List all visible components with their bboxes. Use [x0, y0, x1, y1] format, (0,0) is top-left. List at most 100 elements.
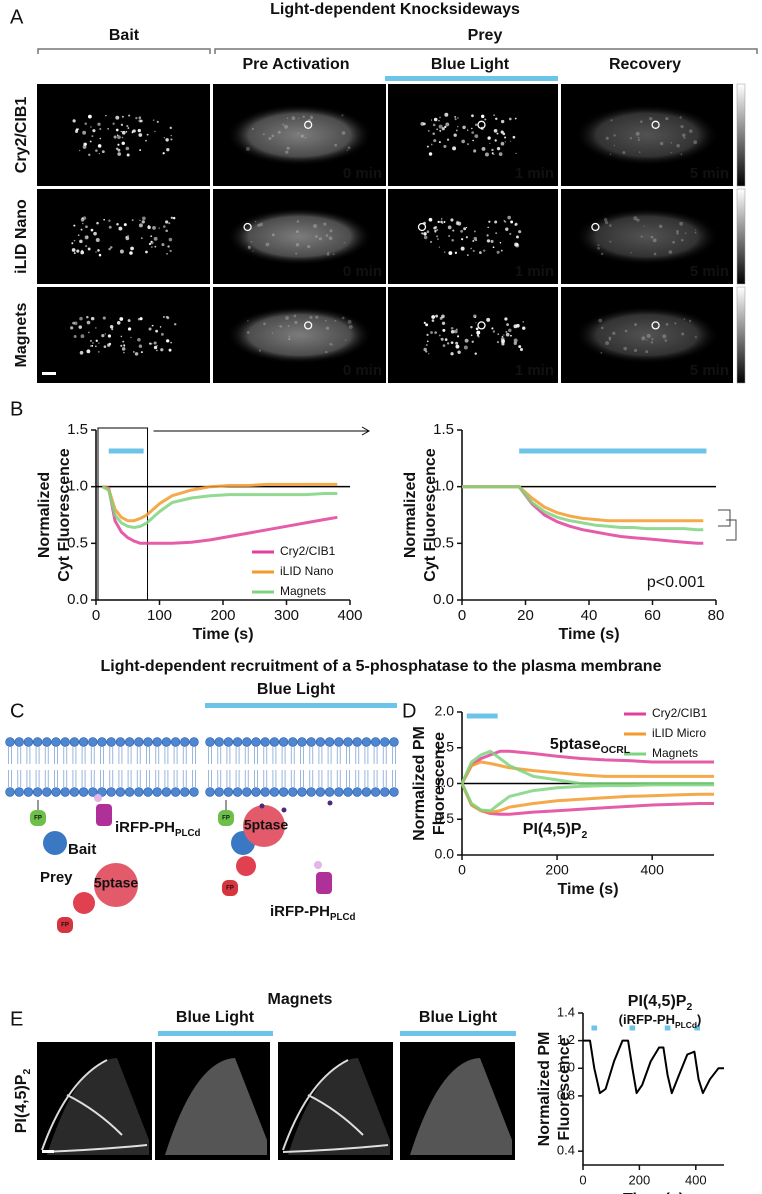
lipid-head [297, 737, 307, 747]
roi-marker [477, 120, 486, 129]
speckle [116, 321, 121, 325]
speckle [121, 115, 124, 118]
speckle [80, 334, 85, 339]
speckle [91, 344, 94, 347]
speckle [454, 118, 457, 121]
lipid-head [78, 737, 89, 747]
speckle [510, 334, 512, 337]
x-tick-label: 0 [92, 607, 100, 624]
enzyme [94, 863, 138, 907]
speckle [651, 338, 654, 341]
speckle [152, 119, 155, 122]
speckle [450, 341, 454, 345]
speckle [437, 238, 439, 240]
subscript: 2 [22, 1069, 33, 1075]
speckle [115, 128, 119, 132]
speckle [80, 228, 83, 231]
speckle [139, 317, 143, 321]
speckle [672, 240, 675, 244]
speckle [151, 325, 153, 327]
speckle [518, 345, 522, 349]
speckle [695, 229, 697, 231]
speckle [659, 141, 664, 146]
lipid-head [205, 737, 215, 747]
speckle [156, 345, 158, 347]
speckle [443, 144, 447, 148]
speckle [271, 134, 275, 138]
lipid-head [69, 737, 80, 747]
speckle [263, 322, 266, 326]
speckle [73, 321, 78, 325]
cell-interior [410, 1058, 512, 1155]
speckle [471, 127, 473, 130]
speckle [492, 330, 496, 333]
speckle [108, 342, 112, 346]
speckle [295, 230, 299, 233]
speckle [442, 328, 446, 332]
lipid-head [242, 787, 252, 797]
speckle [103, 345, 107, 348]
speckle [155, 329, 159, 333]
speckle [79, 316, 83, 321]
speckle [434, 331, 438, 334]
speckle [131, 219, 134, 222]
lipid-head [315, 787, 326, 797]
speckle [156, 349, 158, 352]
speckle [293, 314, 297, 318]
speckle [471, 114, 474, 118]
series-line [101, 485, 338, 529]
lipid-head [170, 737, 181, 747]
speckle [327, 251, 329, 254]
colorbar [736, 286, 746, 384]
lipid-head [334, 787, 344, 797]
x-tick-label: 60 [644, 607, 661, 624]
speckle [84, 235, 89, 240]
speckle [665, 322, 669, 326]
lipid-head [214, 737, 224, 747]
speckle [676, 232, 679, 235]
speckle [85, 225, 88, 229]
speckle [311, 117, 313, 120]
speckle [129, 251, 133, 255]
lipid-head [352, 737, 362, 747]
speckle [90, 316, 95, 321]
speckle [465, 226, 468, 229]
speckle [73, 224, 76, 227]
x-axis-title: Time (s) [192, 626, 253, 643]
image [37, 84, 210, 186]
x-tick-label: 0 [579, 1172, 586, 1187]
fluorescent-protein [222, 880, 238, 896]
speckle [450, 329, 455, 334]
lipid-head [143, 737, 153, 747]
speckle [163, 225, 166, 228]
speckle [107, 334, 112, 338]
speckle [262, 133, 265, 136]
speckle [97, 351, 100, 353]
speckle [334, 319, 337, 322]
time-label: 0 min [343, 362, 382, 379]
speckle [600, 326, 604, 330]
speckle [510, 220, 514, 224]
speckle [634, 323, 637, 326]
speckle [491, 148, 494, 152]
text-part: 5ptase [550, 736, 601, 753]
speckle [471, 340, 474, 343]
blue-light-label: Blue Light [176, 1009, 255, 1026]
y-tick-label: 1.5 [435, 738, 455, 754]
speckle [113, 135, 117, 139]
speckle [119, 249, 124, 254]
cell-body [226, 306, 373, 364]
speckle [251, 127, 254, 131]
speckle [160, 348, 164, 352]
speckle [433, 226, 436, 230]
speckle [139, 219, 141, 221]
speckle [102, 316, 106, 320]
speckle [169, 126, 172, 130]
lipid-head [389, 737, 399, 747]
speckle [488, 220, 491, 223]
speckle [82, 145, 87, 149]
speckle [694, 336, 697, 339]
speckle [515, 152, 517, 154]
lipid-head [370, 787, 381, 797]
speckle [466, 129, 469, 131]
